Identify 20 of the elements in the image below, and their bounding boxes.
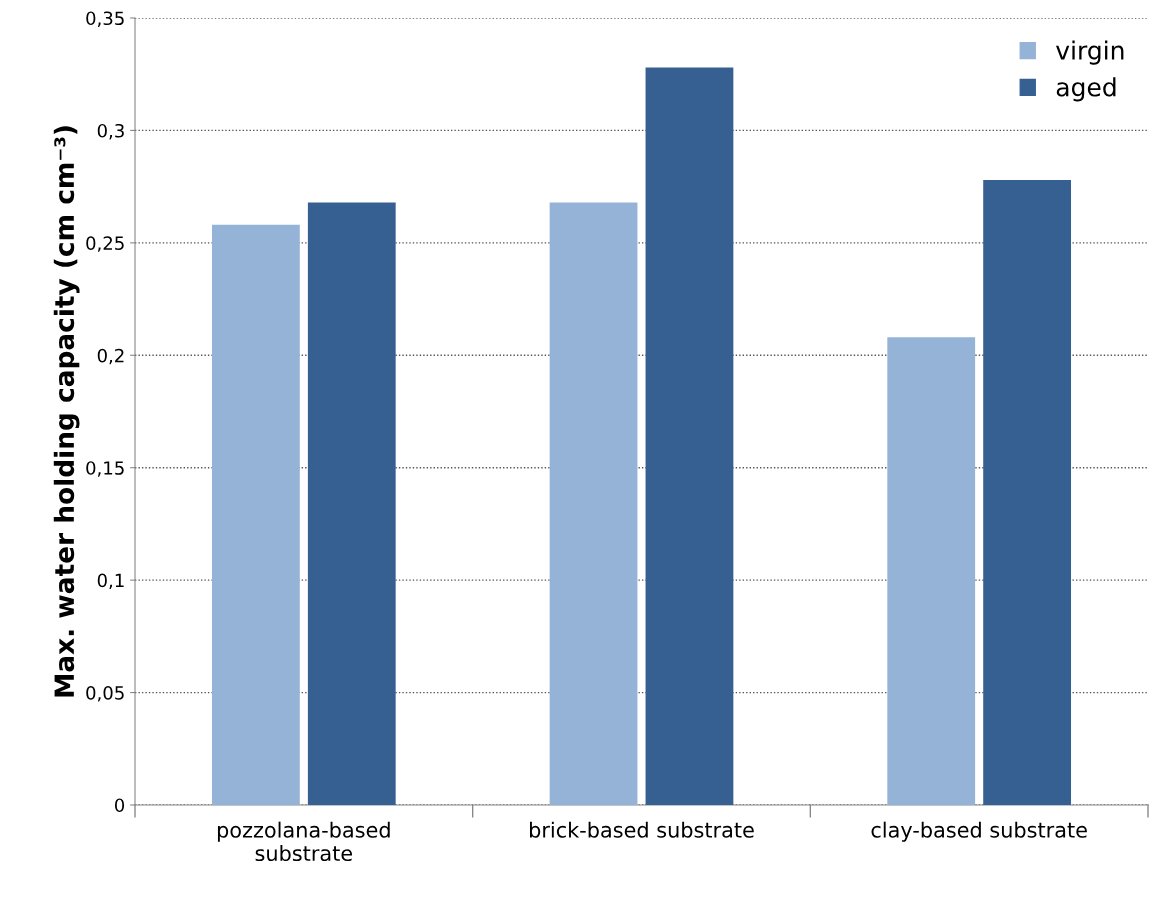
y-tick-label: 0,15: [86, 461, 124, 477]
y-tick-label: 0: [114, 798, 125, 813]
bar: [645, 67, 734, 805]
y-tick-label: 0,1: [97, 573, 124, 590]
x-tick-label: clay-based substrate: [871, 821, 1087, 842]
legend-label: aged: [1056, 77, 1116, 102]
x-tick-label: brick-based substrate: [530, 821, 754, 838]
x-tick-label: pozzolana-based substrate: [217, 821, 390, 862]
y-tick-label: 0,35: [86, 11, 124, 27]
bar: [549, 202, 638, 805]
bar: [887, 337, 976, 805]
bar: [307, 202, 396, 805]
y-tick-label: 0,05: [86, 686, 124, 702]
bar: [983, 179, 1072, 805]
y-axis-title: Max. water holding capacity (cm cm⁻³): [53, 126, 80, 697]
y-tick-label: 0,3: [97, 123, 124, 140]
legend-label: virgin: [1056, 40, 1124, 65]
bar: [211, 224, 300, 805]
y-tick-label: 0,2: [97, 348, 124, 365]
y-tick-label: 0,25: [86, 236, 124, 252]
